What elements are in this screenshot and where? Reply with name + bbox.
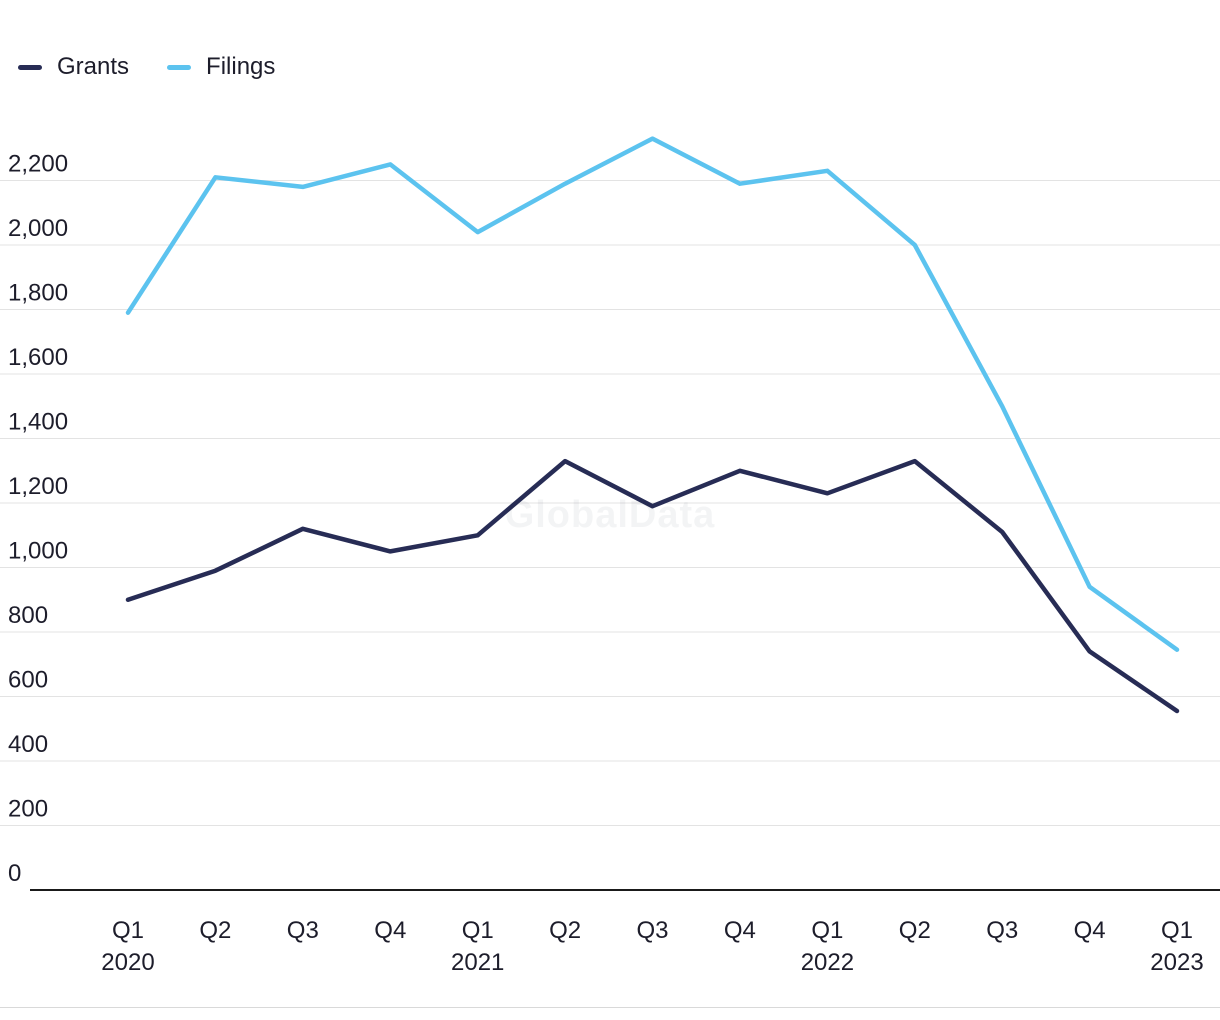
legend-item-grants[interactable]: Grants: [18, 53, 129, 81]
x-tick-label: Q1: [112, 917, 144, 944]
series-line-grants: [125, 458, 1180, 714]
bottom-divider: [0, 1007, 1220, 1008]
x-tick-label: Q3: [636, 917, 668, 944]
x-tick-label: Q3: [986, 917, 1018, 944]
x-year-label: 2022: [801, 949, 854, 976]
legend-item-filings[interactable]: Filings: [167, 53, 275, 81]
x-tick-label: Q1: [462, 917, 494, 944]
x-tick-label: Q2: [199, 917, 231, 944]
y-tick-label: 1,800: [8, 280, 68, 307]
x-tick-label: Q1: [811, 917, 843, 944]
y-tick-label: 600: [8, 667, 48, 694]
y-tick-label: 1,000: [8, 538, 68, 565]
watermark: GlobalData: [504, 494, 716, 536]
x-year-label: 2023: [1150, 949, 1203, 976]
y-tick-label: 400: [8, 731, 48, 758]
x-tick-label: Q3: [287, 917, 319, 944]
filings-legend-label: Filings: [206, 53, 276, 80]
y-tick-label: 1,400: [8, 409, 68, 436]
grants-legend-label: Grants: [57, 53, 130, 80]
series-line-filings: [125, 136, 1180, 652]
filings-series-swatch: [167, 64, 192, 70]
x-tick-label: Q1: [1161, 917, 1193, 944]
x-year-label: 2020: [101, 949, 154, 976]
x-tick-label: Q2: [899, 917, 931, 944]
y-tick-label: 2,000: [8, 215, 68, 242]
x-tick-label: Q4: [374, 917, 406, 944]
y-tick-label: 1,200: [8, 473, 68, 500]
x-tick-label: Q4: [1074, 917, 1106, 944]
grants-series-swatch: [18, 64, 42, 70]
x-tick-label: Q2: [549, 917, 581, 944]
x-tick-label: Q4: [724, 917, 756, 944]
y-tick-label: 0: [8, 860, 21, 887]
chart-legend: Grants Filings: [18, 53, 275, 81]
y-tick-label: 200: [8, 796, 48, 823]
y-tick-label: 1,600: [8, 344, 68, 371]
y-tick-label: 800: [8, 602, 48, 629]
x-year-label: 2021: [451, 949, 504, 976]
y-tick-label: 2,200: [8, 151, 68, 178]
